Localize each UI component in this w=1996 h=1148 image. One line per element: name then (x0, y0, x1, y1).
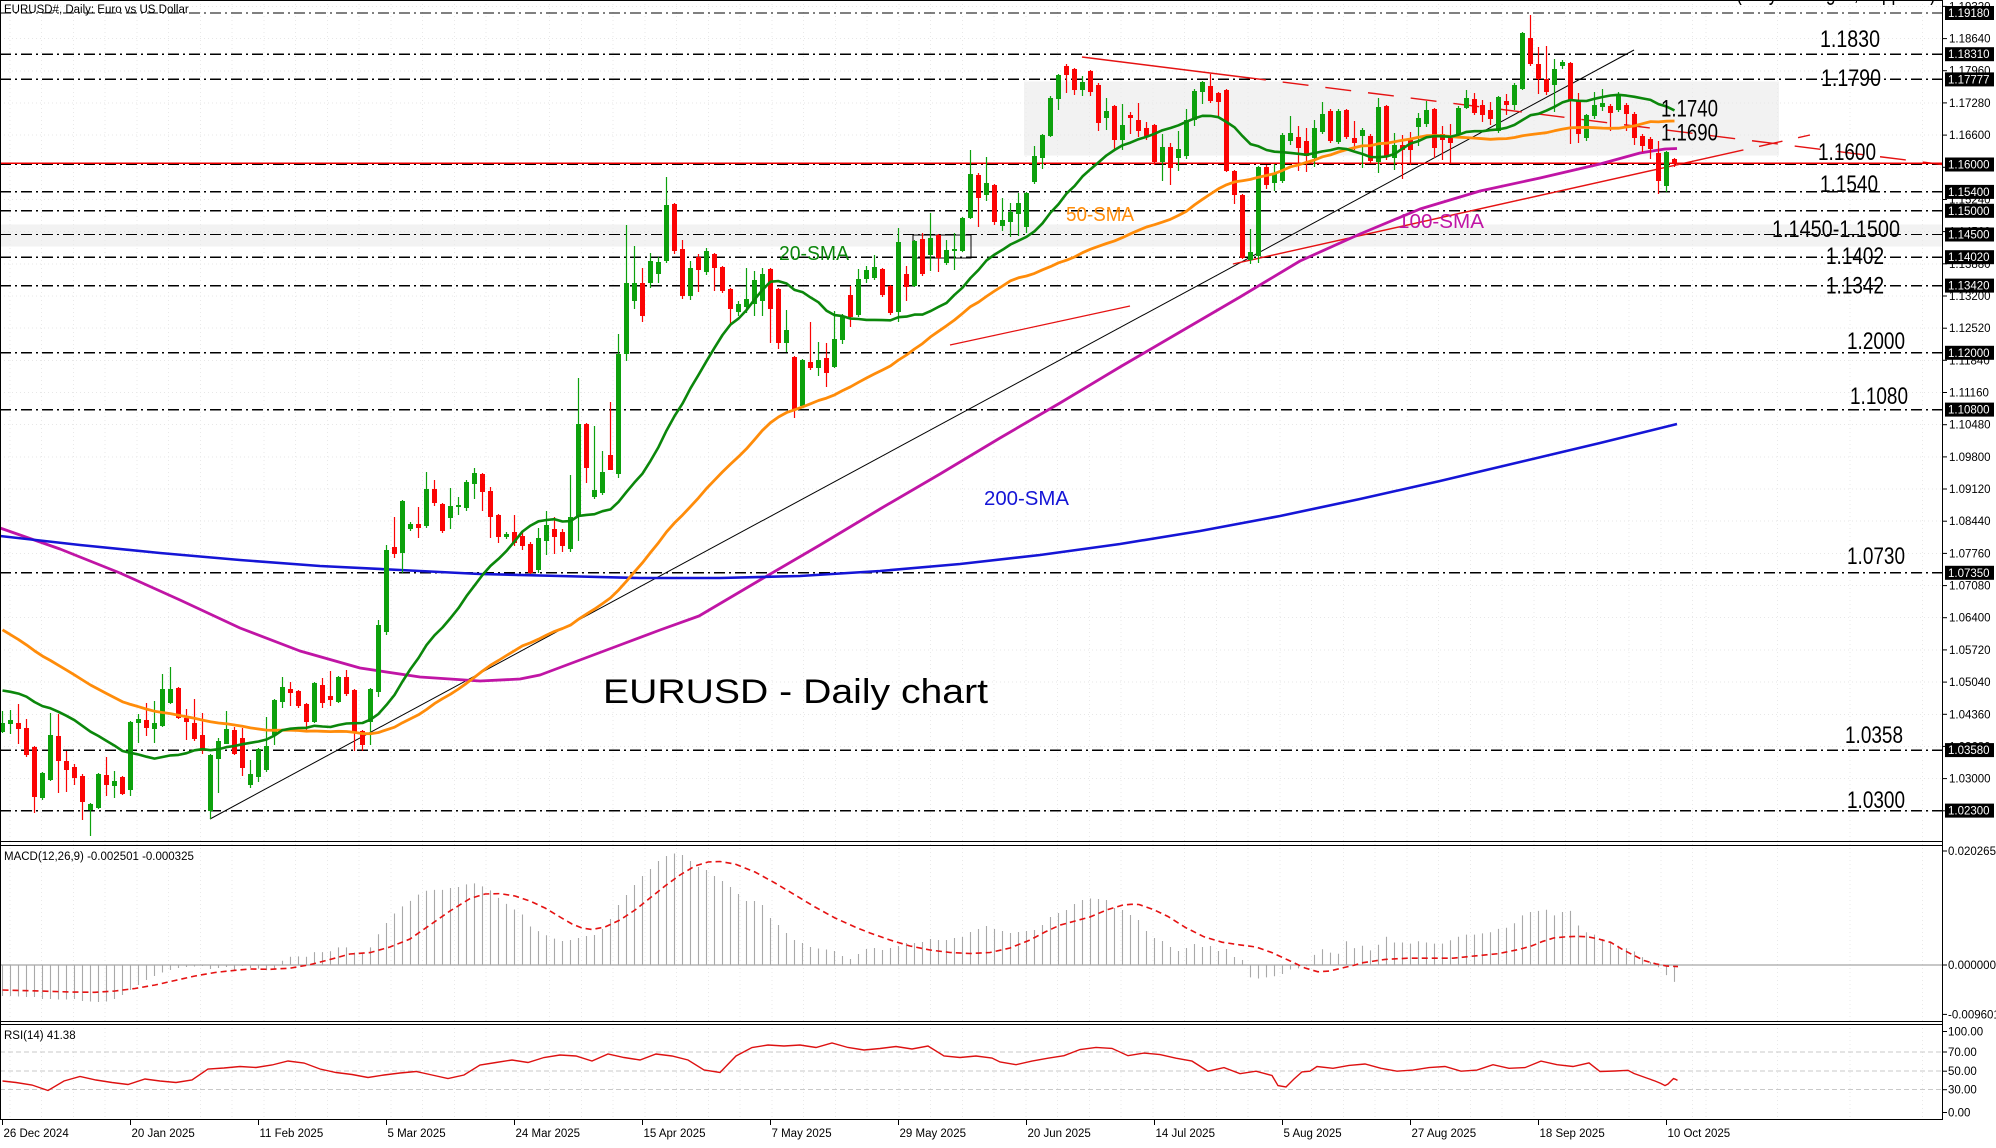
svg-text:1.0300: 1.0300 (1847, 787, 1905, 814)
svg-text:26 Dec 2024: 26 Dec 2024 (4, 1128, 70, 1140)
svg-text:5 Mar 2025: 5 Mar 2025 (388, 1128, 446, 1140)
svg-text:1.1080: 1.1080 (1850, 383, 1908, 410)
svg-text:1.1342: 1.1342 (1826, 273, 1884, 300)
svg-text:1.1790: 1.1790 (1821, 65, 1881, 92)
svg-text:1.14020: 1.14020 (1948, 252, 1990, 264)
svg-text:1.1740: 1.1740 (1661, 96, 1718, 123)
svg-text:20 Jan 2025: 20 Jan 2025 (132, 1128, 195, 1140)
svg-text:1.2000: 1.2000 (1847, 328, 1905, 355)
svg-text:70.00: 70.00 (1948, 1047, 1977, 1059)
svg-text:1.07080: 1.07080 (1949, 581, 1991, 593)
svg-text:1.15400: 1.15400 (1948, 187, 1990, 199)
svg-text:1.10480: 1.10480 (1949, 420, 1991, 432)
svg-text:1.13200: 1.13200 (1949, 291, 1991, 303)
svg-text:27 Aug 2025: 27 Aug 2025 (1412, 1128, 1477, 1140)
svg-text:1.03000: 1.03000 (1949, 774, 1991, 786)
svg-text:EURUSD - Daily chart: EURUSD - Daily chart (603, 673, 988, 711)
svg-text:0.00: 0.00 (1948, 1108, 1970, 1120)
svg-text:RSI(14) 41.38: RSI(14) 41.38 (4, 1030, 76, 1042)
svg-text:1.12000: 1.12000 (1948, 348, 1990, 360)
svg-text:5 Aug 2025: 5 Aug 2025 (1284, 1128, 1342, 1140)
svg-text:7 May 2025: 7 May 2025 (772, 1128, 832, 1140)
svg-text:1.07760: 1.07760 (1949, 548, 1991, 560)
svg-text:1.02300: 1.02300 (1948, 806, 1990, 818)
svg-text:1.05720: 1.05720 (1949, 645, 1991, 657)
svg-text:1.10800: 1.10800 (1948, 405, 1990, 417)
svg-text:1.06400: 1.06400 (1949, 613, 1991, 625)
svg-text:11 Feb 2025: 11 Feb 2025 (260, 1128, 324, 1140)
svg-text:EURUSD#, Daily: Euro vs US Dol: EURUSD#, Daily: Euro vs US Dollar (4, 4, 189, 16)
svg-text:30.00: 30.00 (1948, 1085, 1977, 1097)
svg-text:1.12520: 1.12520 (1949, 323, 1991, 335)
svg-text:0.020265: 0.020265 (1948, 846, 1996, 858)
svg-text:1.08440: 1.08440 (1949, 516, 1991, 528)
svg-text:1.17280: 1.17280 (1949, 98, 1991, 110)
svg-text:(daily averages, supports): (daily averages, supports) (1736, 0, 1936, 6)
svg-text:1.1540: 1.1540 (1820, 171, 1878, 198)
svg-text:10 Oct 2025: 10 Oct 2025 (1668, 1128, 1731, 1140)
svg-text:1.16600: 1.16600 (1949, 130, 1991, 142)
svg-text:1.17777: 1.17777 (1948, 74, 1990, 86)
svg-text:1.1450-1.1500: 1.1450-1.1500 (1772, 216, 1900, 243)
svg-text:1.16000: 1.16000 (1948, 160, 1990, 172)
svg-text:20 Jun 2025: 20 Jun 2025 (1028, 1128, 1091, 1140)
svg-text:-0.009601: -0.009601 (1948, 1009, 1996, 1021)
svg-text:1.04360: 1.04360 (1949, 709, 1991, 721)
svg-text:1.03580: 1.03580 (1948, 745, 1990, 757)
svg-text:50-SMA: 50-SMA (1066, 204, 1135, 226)
svg-text:1.18640: 1.18640 (1949, 34, 1991, 46)
svg-text:29 May 2025: 29 May 2025 (900, 1128, 967, 1140)
svg-text:1.1402: 1.1402 (1826, 243, 1884, 270)
svg-text:100.00: 100.00 (1948, 1027, 1983, 1039)
svg-text:20-SMA: 20-SMA (779, 243, 850, 265)
svg-text:1.0730: 1.0730 (1847, 543, 1905, 570)
svg-text:100-SMA: 100-SMA (1398, 211, 1485, 233)
svg-text:1.14500: 1.14500 (1948, 230, 1990, 242)
svg-text:1.07350: 1.07350 (1948, 568, 1990, 580)
svg-text:1.1600: 1.1600 (1818, 139, 1876, 166)
svg-text:18 Sep 2025: 18 Sep 2025 (1540, 1128, 1605, 1140)
svg-text:1.19180: 1.19180 (1948, 8, 1990, 20)
svg-text:1.11160: 1.11160 (1949, 388, 1989, 400)
svg-text:1.05040: 1.05040 (1949, 677, 1991, 689)
svg-text:1.0358: 1.0358 (1845, 722, 1903, 749)
svg-text:15 Apr 2025: 15 Apr 2025 (644, 1128, 706, 1140)
svg-text:1.18310: 1.18310 (1948, 49, 1990, 61)
svg-text:50.00: 50.00 (1948, 1066, 1977, 1078)
svg-text:1.09800: 1.09800 (1949, 452, 1991, 464)
svg-text:200-SMA: 200-SMA (984, 488, 1070, 510)
svg-text:MACD(12,26,9) -0.002501 -0.000: MACD(12,26,9) -0.002501 -0.000325 (4, 851, 194, 863)
svg-text:1.15000: 1.15000 (1948, 206, 1990, 218)
svg-text:24 Mar 2025: 24 Mar 2025 (516, 1128, 581, 1140)
svg-text:1.13420: 1.13420 (1948, 281, 1990, 293)
svg-text:0.000000: 0.000000 (1948, 960, 1996, 972)
svg-text:1.09120: 1.09120 (1949, 484, 1991, 496)
svg-text:1.1690: 1.1690 (1661, 120, 1718, 147)
svg-text:14 Jul 2025: 14 Jul 2025 (1156, 1128, 1215, 1140)
svg-text:1.1830: 1.1830 (1820, 26, 1880, 53)
